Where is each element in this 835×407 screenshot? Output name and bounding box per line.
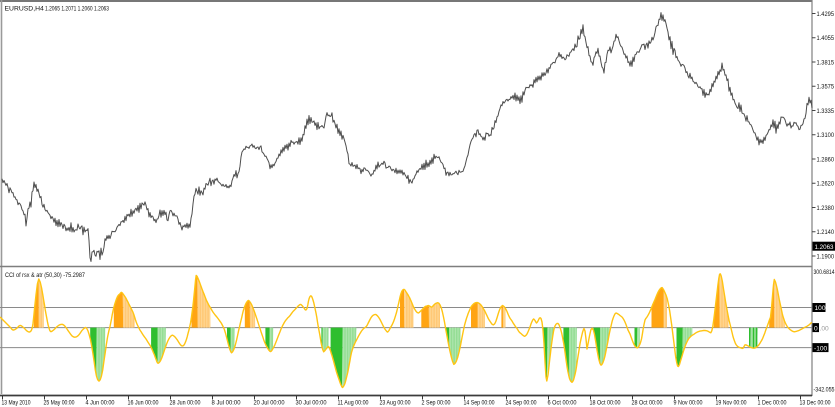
svg-text:8 Jul 00:00: 8 Jul 00:00 bbox=[212, 400, 241, 407]
svg-text:1.2380: 1.2380 bbox=[817, 205, 835, 212]
svg-text:1.2063: 1.2063 bbox=[815, 244, 834, 251]
svg-text:1.4055: 1.4055 bbox=[817, 35, 835, 42]
svg-text:20 Jul 00:00: 20 Jul 00:00 bbox=[254, 400, 285, 407]
svg-text:9 Nov 00:00: 9 Nov 00:00 bbox=[674, 400, 703, 407]
svg-text:6 Oct 00:00: 6 Oct 00:00 bbox=[548, 400, 577, 407]
svg-text:1.3815: 1.3815 bbox=[817, 59, 835, 66]
svg-text:.00: .00 bbox=[820, 325, 829, 332]
svg-text:100: 100 bbox=[815, 305, 826, 312]
svg-text:1.1900: 1.1900 bbox=[817, 253, 835, 260]
svg-text:30 Jul 00:00: 30 Jul 00:00 bbox=[296, 400, 327, 407]
svg-text:16 Jun 00:00: 16 Jun 00:00 bbox=[128, 400, 159, 407]
svg-text:300.6814: 300.6814 bbox=[814, 269, 835, 276]
svg-text:23 Aug 00:00: 23 Aug 00:00 bbox=[380, 400, 411, 407]
svg-text:1.2620: 1.2620 bbox=[817, 181, 835, 188]
svg-text:1.3575: 1.3575 bbox=[817, 84, 835, 91]
svg-text:13 May 2010: 13 May 2010 bbox=[2, 400, 31, 407]
svg-text:1.4295: 1.4295 bbox=[817, 11, 835, 18]
svg-text:13 Dec 00:00: 13 Dec 00:00 bbox=[800, 400, 831, 407]
svg-text:-342.055: -342.055 bbox=[814, 387, 835, 394]
svg-text:14 Sep 00:00: 14 Sep 00:00 bbox=[464, 400, 495, 407]
svg-text:28 Jun 00:00: 28 Jun 00:00 bbox=[170, 400, 201, 407]
svg-text:1.2065 1.2071 1.2060 1.2063: 1.2065 1.2071 1.2060 1.2063 bbox=[45, 6, 109, 13]
svg-text:1.2860: 1.2860 bbox=[817, 156, 835, 163]
svg-text:4 Jun 00:00: 4 Jun 00:00 bbox=[86, 400, 115, 407]
svg-text:-100: -100 bbox=[814, 345, 828, 352]
svg-text:25 May 00:00: 25 May 00:00 bbox=[44, 400, 75, 407]
svg-text:28 Oct 00:00: 28 Oct 00:00 bbox=[632, 400, 663, 407]
svg-text:CCI of rsx & atr (50,30) -75.2: CCI of rsx & atr (50,30) -75.2987 bbox=[5, 272, 85, 279]
svg-text:1.2140: 1.2140 bbox=[817, 229, 835, 236]
svg-text:1.3100: 1.3100 bbox=[817, 132, 835, 139]
svg-text:19 Nov 00:00: 19 Nov 00:00 bbox=[716, 400, 747, 407]
svg-text:18 Oct 00:00: 18 Oct 00:00 bbox=[590, 400, 621, 407]
svg-text:0: 0 bbox=[814, 325, 818, 332]
svg-text:2 Sep 00:00: 2 Sep 00:00 bbox=[422, 400, 451, 407]
svg-text:1.3335: 1.3335 bbox=[817, 108, 835, 115]
svg-text:1 Dec 00:00: 1 Dec 00:00 bbox=[758, 400, 787, 407]
svg-text:24 Sep 00:00: 24 Sep 00:00 bbox=[506, 400, 537, 407]
svg-text:11 Aug 00:00: 11 Aug 00:00 bbox=[338, 400, 369, 407]
svg-text:EURUSD,H4: EURUSD,H4 bbox=[5, 6, 44, 13]
